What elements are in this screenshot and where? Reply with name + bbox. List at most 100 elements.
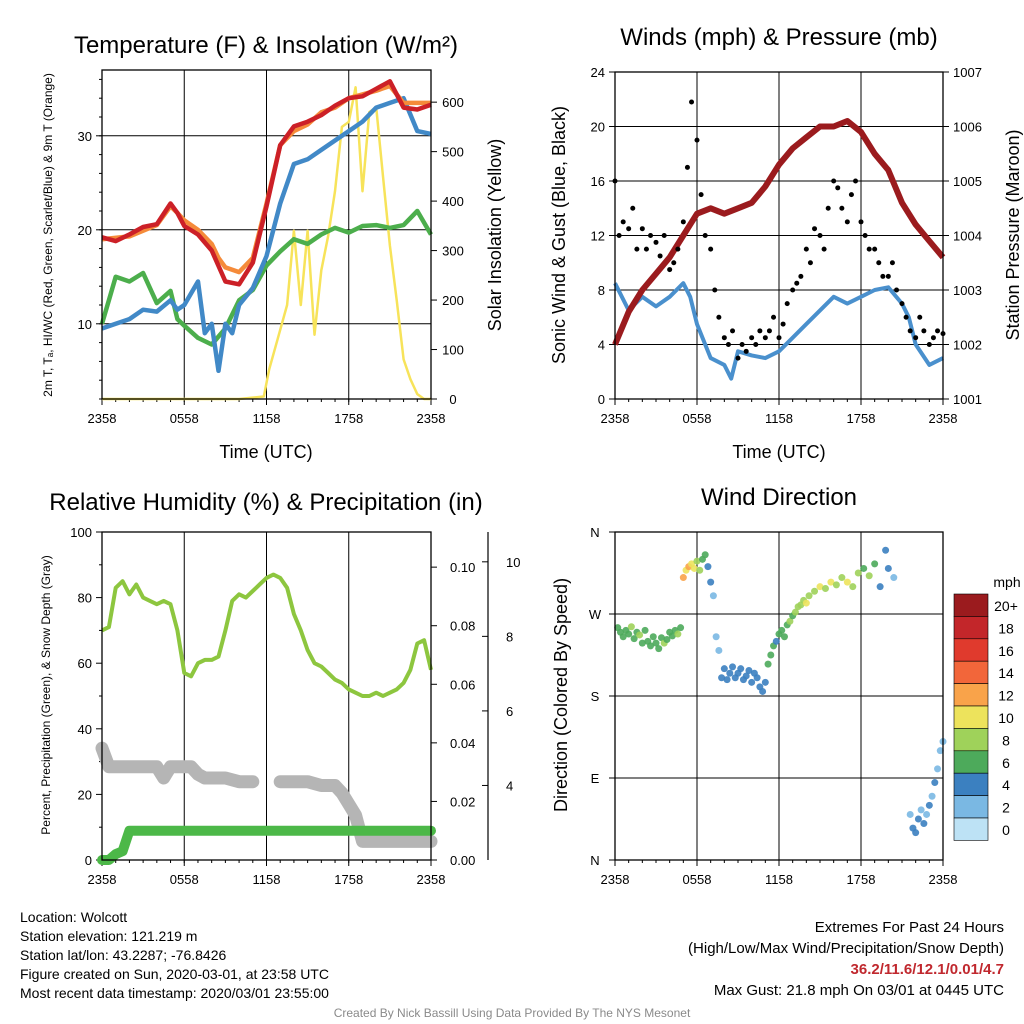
gust-point [831, 178, 837, 184]
colorbar-label: 16 [998, 643, 1014, 659]
direction-point [843, 578, 851, 586]
temperature-xlabel: Time (UTC) [219, 442, 312, 462]
y-tick-label: 20 [78, 223, 92, 238]
direction-point [791, 608, 799, 616]
direction-point [912, 829, 920, 837]
y3-tick-label: 8 [506, 629, 513, 644]
direction-point [923, 810, 931, 818]
winds-xlabel: Time (UTC) [732, 442, 825, 462]
x-tick-label: 1758 [847, 872, 876, 887]
humidity-panel: Relative Humidity (%) & Precipitation (i… [39, 489, 520, 887]
gust-point [689, 99, 695, 105]
x-tick-label: 1158 [765, 872, 793, 887]
colorbar-swatch [953, 795, 989, 819]
gust-point [739, 342, 745, 347]
gust-point [894, 287, 900, 293]
colorbar-swatch [953, 705, 989, 729]
x-tick-label: 0558 [170, 872, 199, 887]
direction-point [920, 820, 928, 828]
gust-point [889, 260, 895, 266]
colorbar-label: 2 [1002, 800, 1010, 816]
direction-point [884, 564, 892, 572]
gust-point [872, 246, 878, 252]
gust-point [817, 233, 823, 238]
direction-point [838, 574, 846, 582]
y2-tick-label: 0.06 [450, 677, 475, 692]
plot-frame [614, 71, 944, 400]
direction-point [931, 779, 939, 787]
gust-point [634, 246, 640, 252]
gust-point [812, 226, 818, 232]
colorbar-swatch [953, 683, 989, 707]
x-tick-label: 1758 [334, 872, 363, 887]
gust-point [794, 280, 800, 286]
x-tick-label: 0558 [683, 872, 712, 887]
pressure-ylabel: Station Pressure (Maroon) [1003, 129, 1023, 340]
gust-point [757, 328, 763, 334]
gust-point [653, 239, 659, 245]
temperature-ylabel: 2m T, Tₐ, HI/WC (Red, Green, Scarlet/Blu… [41, 73, 55, 397]
direction-point [677, 624, 685, 632]
y2-tick-label: 400 [442, 194, 464, 209]
direction-point [745, 666, 753, 674]
y-tick-label: N [590, 525, 599, 540]
colorbar-swatch [953, 750, 989, 774]
y2-tick-label: 1004 [953, 229, 982, 244]
y-tick-label: 20 [78, 787, 92, 802]
y-tick-label: 20 [591, 120, 605, 135]
y-tick-label: 60 [78, 656, 92, 671]
y-tick-label: S [591, 689, 600, 704]
colorbar-label: 6 [1002, 755, 1010, 771]
y-tick-label: 30 [78, 129, 92, 144]
x-tick-label: 1158 [253, 872, 281, 887]
station-elevation: Station elevation: 121.219 m [20, 928, 198, 944]
humidity-line [101, 572, 433, 698]
gust-point [839, 205, 845, 211]
direction-point [925, 801, 933, 809]
direction-point [709, 592, 717, 600]
y-tick-label: 8 [598, 283, 605, 298]
humidity-title: Relative Humidity (%) & Precipitation (i… [49, 489, 482, 516]
y2-tick-label: 600 [442, 95, 464, 110]
extremes-info: Extremes For Past 24 Hours (High/Low/Max… [688, 917, 1004, 1001]
direction-ylabel: Direction (Colored By Speed) [551, 578, 571, 812]
extremes-heading: Extremes For Past 24 Hours [814, 919, 1004, 936]
gust-point [716, 314, 722, 320]
humidity-ylabel: Percent, Precipitation (Green), & Snow D… [39, 555, 53, 834]
gust-point [807, 260, 813, 266]
direction-point [701, 551, 709, 559]
y2-tick-label: 300 [442, 244, 464, 259]
gust-point [639, 226, 645, 232]
direction-point [748, 678, 756, 686]
direction-point [638, 639, 646, 647]
direction-point [816, 583, 824, 591]
x-tick-label: 2358 [601, 872, 630, 887]
x-tick-label: 0558 [683, 411, 712, 426]
direction-point [917, 806, 925, 814]
credit-line: Created By Nick Bassill Using Data Provi… [333, 1006, 691, 1020]
gust-point [661, 233, 667, 238]
direction-point [914, 815, 922, 823]
direction-point [811, 587, 819, 595]
y2-tick-label: 1007 [953, 65, 982, 80]
direction-point [696, 566, 704, 574]
gust-point [680, 219, 686, 225]
y-tick-label: 0 [598, 392, 605, 407]
x-tick-label: 2358 [417, 872, 446, 887]
gust-point [930, 335, 936, 341]
gust-point [702, 233, 708, 238]
direction-point [655, 645, 663, 653]
direction-point [805, 592, 813, 600]
direction-point [625, 630, 633, 638]
direction-point [767, 651, 775, 659]
y2-tick-label: 0.10 [450, 560, 475, 575]
station-location: Location: Wolcott [20, 909, 128, 925]
gust-point [866, 246, 872, 252]
direction-point [737, 665, 745, 673]
extremes-values: 36.2/11.6/12.1/0.01/4.7 [850, 961, 1004, 978]
gust-point [880, 273, 886, 279]
direction-point [906, 810, 914, 818]
gust-point [749, 335, 755, 341]
direction-point [636, 631, 644, 639]
